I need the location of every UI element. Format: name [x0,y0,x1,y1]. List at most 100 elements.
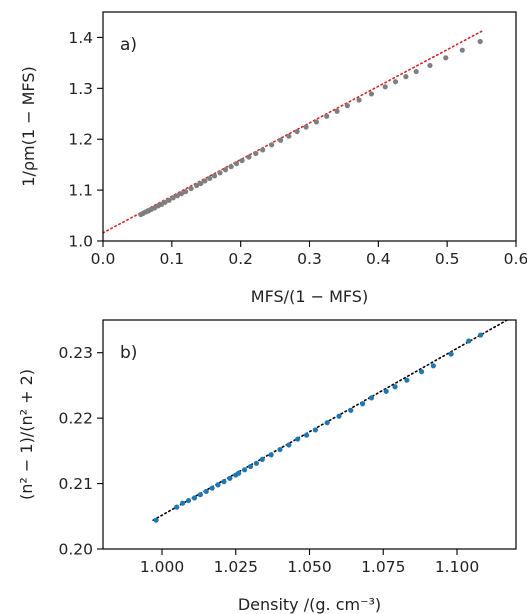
y-axis-label: 1/ρm(1 − MFS) [19,66,38,186]
chart-panel-b: 1.000 1.025 1.050 1.075 1.100 0.20 0.21 0.22 0.2… [17,319,517,614]
data-point [286,442,292,448]
data-point [336,413,342,419]
data-point [188,185,194,192]
panel-label-a: a) [120,35,137,55]
data-point [277,137,284,143]
data-point [443,55,449,61]
data-point [383,388,389,394]
data-point [215,482,221,488]
y-tick-label: 1.4 [68,29,93,47]
y-tick-label: 0.21 [58,475,93,493]
data-point [227,475,233,481]
data-point [382,84,388,90]
data-point [294,128,300,135]
data-point [153,517,159,523]
data-point [162,199,168,205]
y-tick-label: 1.0 [68,233,93,251]
data-point [253,460,259,466]
data-point [236,470,242,476]
data-point [427,62,433,69]
x-axis-label: Density /(g. cm⁻³) [238,595,381,614]
data-point [246,154,252,160]
x-tick-label: 0.5 [435,250,460,268]
y-tick-label: 1.1 [68,182,93,200]
data-point [392,384,398,390]
data-point [360,401,366,407]
data-point [430,363,436,369]
data-point [198,180,204,187]
data-point [269,142,275,148]
data-point [178,191,185,197]
data-point [242,467,248,473]
data-point [209,485,215,491]
data-point [392,79,399,85]
data-point [344,103,350,109]
y-tick-label: 0.20 [58,541,93,559]
x-tick-label: 1.075 [361,558,405,576]
data-point [277,446,283,453]
data-point [295,436,301,442]
data-point [478,332,484,338]
data-point [286,133,292,139]
y-tick-label: 0.22 [58,410,93,428]
x-tick-label: 1.000 [140,558,184,576]
plot-frame [102,319,517,550]
data-point [312,427,318,433]
data-point [228,164,234,170]
x-tick-label: 0.0 [91,250,116,268]
data-point [313,119,319,125]
x-tick-label: 1.050 [287,558,331,576]
data-point [356,97,362,103]
y-tick-label: 0.23 [58,344,93,362]
data-point [191,495,198,501]
x-tick-label: 0.6 [504,250,527,268]
data-point [253,150,259,157]
data-point [419,369,425,375]
data-point [197,492,203,498]
data-point [180,500,186,506]
data-point [194,182,200,189]
data-point [170,195,176,201]
x-tick-label: 0.1 [160,250,185,268]
data-point [174,193,180,199]
data-point [268,452,274,458]
y-tick-label: 1.2 [68,131,93,149]
data-point [368,395,375,401]
data-point [413,68,419,75]
data-point [348,407,354,413]
y-tick-label: 1.3 [68,80,93,98]
data-point [324,420,330,426]
data-point [207,175,213,182]
x-tick-label: 0.3 [297,250,322,268]
data-point [448,351,454,357]
data-point [368,91,375,97]
data-point [174,504,180,510]
data-point [166,197,172,203]
data-point [221,479,227,485]
data-point [183,189,189,195]
data-point [202,178,208,184]
data-point [404,377,410,383]
x-tick-label: 0.4 [366,250,391,268]
y-axis-label: (n² − 1)/(n² + 2) [17,369,36,500]
data-point [239,157,245,164]
data-point [303,124,309,130]
data-point [403,74,409,80]
data-point [459,47,465,53]
data-point [222,167,229,173]
data-point [247,463,254,470]
x-tick-label: 1.025 [214,558,258,576]
data-point [259,456,265,462]
data-point [477,38,483,45]
x-tick-label: 0.2 [228,250,253,268]
panel-label-b: b) [120,343,137,363]
data-point [211,173,218,179]
data-point [466,338,472,344]
data-point [185,497,192,504]
data-point [324,113,330,119]
data-point [260,147,266,153]
data-point [334,108,340,114]
chart-panel-a: 0.0 0.1 0.2 0.3 0.4 0.5 0.6 1.0 1.1 1.2 1.3 1.4 MFS/… [19,11,527,306]
data-point [203,488,209,495]
